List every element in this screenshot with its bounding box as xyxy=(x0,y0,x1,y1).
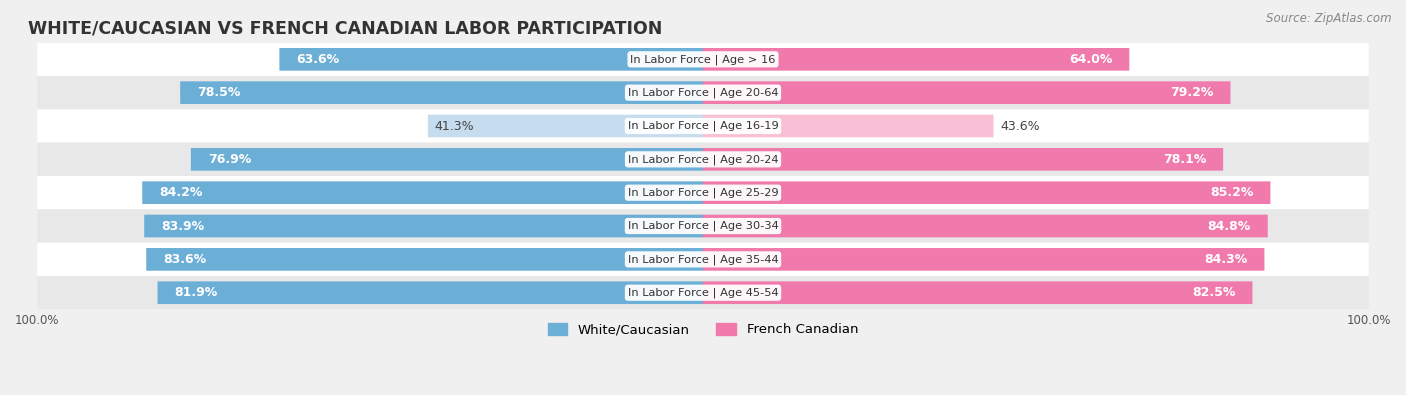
Text: 64.0%: 64.0% xyxy=(1069,53,1112,66)
Text: In Labor Force | Age 20-64: In Labor Force | Age 20-64 xyxy=(627,87,779,98)
Text: 85.2%: 85.2% xyxy=(1211,186,1254,199)
FancyBboxPatch shape xyxy=(37,143,1369,176)
FancyBboxPatch shape xyxy=(37,109,1369,143)
FancyBboxPatch shape xyxy=(703,248,1264,271)
Text: In Labor Force | Age 16-19: In Labor Force | Age 16-19 xyxy=(627,121,779,131)
Text: In Labor Force | Age 35-44: In Labor Force | Age 35-44 xyxy=(627,254,779,265)
Text: 43.6%: 43.6% xyxy=(1000,120,1039,132)
Text: In Labor Force | Age 20-24: In Labor Force | Age 20-24 xyxy=(627,154,779,165)
Text: 78.1%: 78.1% xyxy=(1163,153,1206,166)
FancyBboxPatch shape xyxy=(37,176,1369,209)
Text: 76.9%: 76.9% xyxy=(208,153,250,166)
Text: 79.2%: 79.2% xyxy=(1170,86,1213,99)
Text: WHITE/CAUCASIAN VS FRENCH CANADIAN LABOR PARTICIPATION: WHITE/CAUCASIAN VS FRENCH CANADIAN LABOR… xyxy=(28,20,662,38)
FancyBboxPatch shape xyxy=(703,48,1129,71)
Text: 82.5%: 82.5% xyxy=(1192,286,1236,299)
FancyBboxPatch shape xyxy=(180,81,703,104)
FancyBboxPatch shape xyxy=(703,115,994,137)
FancyBboxPatch shape xyxy=(145,215,703,237)
Text: 84.8%: 84.8% xyxy=(1208,220,1251,233)
FancyBboxPatch shape xyxy=(146,248,703,271)
FancyBboxPatch shape xyxy=(703,81,1230,104)
Text: 81.9%: 81.9% xyxy=(174,286,218,299)
Text: 41.3%: 41.3% xyxy=(434,120,474,132)
FancyBboxPatch shape xyxy=(280,48,703,71)
FancyBboxPatch shape xyxy=(37,209,1369,243)
FancyBboxPatch shape xyxy=(703,215,1268,237)
Text: 84.3%: 84.3% xyxy=(1205,253,1247,266)
Text: 83.6%: 83.6% xyxy=(163,253,207,266)
Text: Source: ZipAtlas.com: Source: ZipAtlas.com xyxy=(1267,12,1392,25)
Text: 83.9%: 83.9% xyxy=(162,220,204,233)
Text: 84.2%: 84.2% xyxy=(159,186,202,199)
FancyBboxPatch shape xyxy=(703,281,1253,304)
FancyBboxPatch shape xyxy=(703,181,1271,204)
FancyBboxPatch shape xyxy=(427,115,703,137)
FancyBboxPatch shape xyxy=(703,148,1223,171)
Text: In Labor Force | Age 25-29: In Labor Force | Age 25-29 xyxy=(627,188,779,198)
FancyBboxPatch shape xyxy=(37,243,1369,276)
FancyBboxPatch shape xyxy=(37,276,1369,309)
FancyBboxPatch shape xyxy=(37,43,1369,76)
Legend: White/Caucasian, French Canadian: White/Caucasian, French Canadian xyxy=(541,316,865,343)
Text: 78.5%: 78.5% xyxy=(197,86,240,99)
FancyBboxPatch shape xyxy=(191,148,703,171)
Text: In Labor Force | Age 45-54: In Labor Force | Age 45-54 xyxy=(627,288,779,298)
Text: In Labor Force | Age 30-34: In Labor Force | Age 30-34 xyxy=(627,221,779,231)
Text: In Labor Force | Age > 16: In Labor Force | Age > 16 xyxy=(630,54,776,64)
FancyBboxPatch shape xyxy=(37,76,1369,109)
FancyBboxPatch shape xyxy=(157,281,703,304)
Text: 63.6%: 63.6% xyxy=(297,53,339,66)
FancyBboxPatch shape xyxy=(142,181,703,204)
